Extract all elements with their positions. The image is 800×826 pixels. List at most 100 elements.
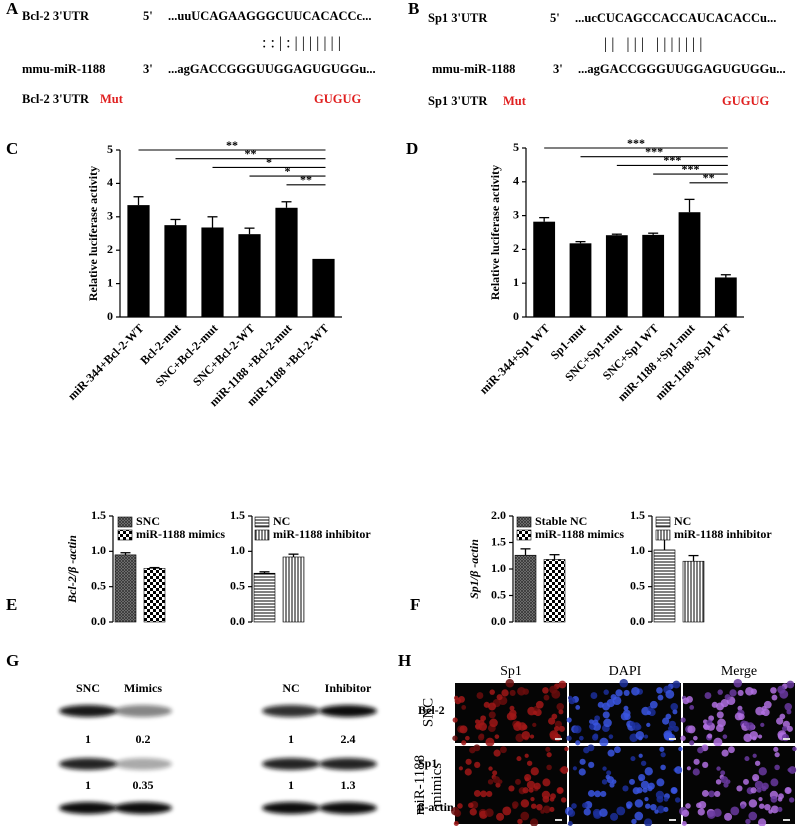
cell [566,735,572,741]
cell [702,761,709,768]
cell [588,761,595,768]
cell [536,803,543,811]
cell [764,803,771,811]
cell [532,722,537,728]
cell [579,758,586,765]
cell [687,725,696,734]
y-tick-label: 4 [107,175,113,189]
quantification: 1 [85,778,91,792]
y-tick-label: 1.0 [91,543,106,557]
cell [602,766,607,771]
cell [737,705,743,711]
bar [114,554,137,623]
y-tick-label: 1 [513,275,519,289]
cell [571,803,577,809]
quantification: 2.4 [341,732,356,746]
scale-bar [555,738,562,740]
cell [492,770,498,776]
cell [777,806,783,812]
legend-label: Stable NC [535,514,587,528]
cell [535,700,544,709]
cell [665,713,672,720]
significance-label: ** [226,138,238,152]
cell [542,778,551,787]
cell [752,773,760,782]
cell [465,735,470,741]
cell [479,733,485,739]
blot-band [262,705,320,717]
cell [759,803,765,809]
cell [524,773,532,782]
y-tick-label: 1 [107,275,113,289]
bar [682,560,705,623]
cell [786,709,792,715]
cell [636,787,643,794]
cell [784,786,792,795]
cell [529,734,535,739]
cell [706,719,713,726]
cell [632,722,641,731]
scale-bar [669,738,676,740]
cell [505,678,515,688]
legend-swatch [516,529,532,541]
cell [756,787,762,793]
cell [776,717,784,725]
legend-swatch [516,516,532,528]
bar [714,277,737,317]
cell [779,713,786,720]
cell [656,687,663,694]
blot-band [59,802,117,814]
cell [601,779,608,785]
cell [689,740,695,746]
cell [686,766,691,771]
cell [575,705,581,710]
blot-band [262,802,320,814]
cell [489,718,498,728]
cell [717,689,723,695]
cell [716,702,725,711]
scale-bar [555,819,562,821]
cell [522,787,529,794]
blot-column: Mimics [124,681,162,695]
cell [713,808,722,818]
cell [526,780,536,790]
cell [660,752,666,758]
cell [763,700,772,709]
cell [578,768,586,776]
cell [722,734,728,739]
mut-label: Bcl-2 3'UTR [22,92,90,106]
cell [465,758,472,765]
cell [770,687,777,694]
bar [253,572,276,623]
bar [642,234,665,317]
cell [761,782,769,790]
bar [143,567,166,623]
cell [654,809,659,814]
significance-label: ** [300,173,312,187]
cell [452,735,458,741]
cell [461,740,467,746]
panel-label: C [6,139,18,158]
bar [569,243,592,317]
y-tick-label: 1.5 [91,508,106,522]
cell [738,713,745,720]
strand-end: 3' [143,62,153,76]
bar [282,556,305,623]
cell [583,808,591,816]
panel-label: D [406,139,418,158]
cell [545,746,551,752]
y-tick-label: 1.0 [491,561,506,575]
cell [556,703,565,711]
cell [720,776,728,784]
cell [644,767,653,776]
cell [573,725,582,734]
cell [643,818,653,826]
cell [647,782,655,790]
cell [528,787,534,793]
significance-label: * [285,164,291,178]
cell [634,799,644,808]
cell [786,725,793,732]
bar [514,554,537,623]
cell [716,711,724,719]
cell [713,737,723,747]
